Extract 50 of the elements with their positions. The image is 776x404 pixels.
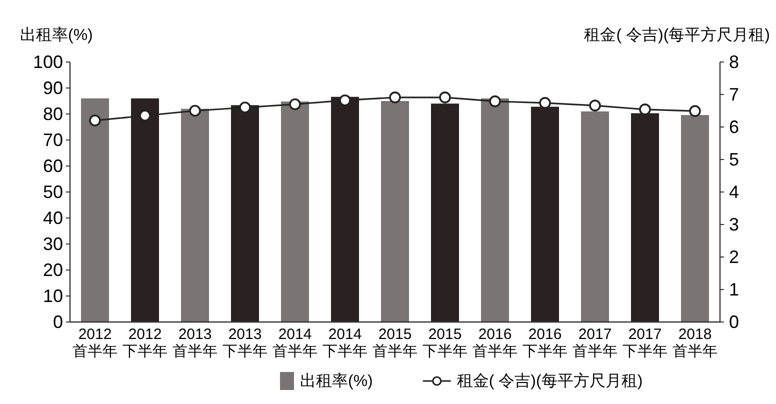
y2-tick-label: 0 <box>729 312 740 332</box>
point <box>489 95 501 108</box>
x-tick-label: 2018 首半年 <box>672 326 718 360</box>
point <box>439 92 451 104</box>
x-tick-label: 2013 下半年 <box>222 326 268 360</box>
y2-tick-label: 4 <box>729 182 740 202</box>
x-tick-label: 2017 下半年 <box>622 326 668 360</box>
x-tick-label: 2012 首半年 <box>72 326 118 360</box>
x-tick-label: 2013 首半年 <box>172 326 218 360</box>
legend-label: 租金( 令吉)(每平方尺月租) <box>456 372 643 390</box>
y2-tick-label: 7 <box>729 84 740 104</box>
y-tick-label: 0 <box>52 312 63 332</box>
point <box>539 97 551 109</box>
point <box>89 114 101 126</box>
point <box>639 104 651 116</box>
y-tick-label: 10 <box>42 286 63 306</box>
x-tick-label: 2012 下半年 <box>122 326 168 360</box>
x-tick-label: 2015 首半年 <box>372 326 418 360</box>
point <box>339 94 351 106</box>
x-tick-label: 2017 首半年 <box>572 326 618 360</box>
point <box>689 105 701 117</box>
x-tick-label: 2014 首半年 <box>272 326 318 360</box>
x-tick-label: 2015 下半年 <box>422 326 468 360</box>
y2-tick-label: 5 <box>729 150 740 170</box>
y2-tick-label: 2 <box>729 247 740 267</box>
y2-tick-label: 8 <box>729 52 740 72</box>
y-tick-label: 20 <box>42 260 63 280</box>
y-axis-title: 出租率(%) <box>20 26 93 44</box>
y-tick-label: 70 <box>42 130 63 150</box>
y-tick-label: 30 <box>42 234 63 254</box>
x-tick-label: 2014 下半年 <box>322 326 368 360</box>
y-tick-label: 100 <box>32 52 63 72</box>
point <box>589 100 601 112</box>
y2-tick-label: 3 <box>729 214 740 234</box>
y-tick-label: 90 <box>42 78 63 98</box>
y2-tick-label: 6 <box>729 117 740 137</box>
point <box>189 104 201 117</box>
point <box>239 102 251 114</box>
y2-axis-title: 租金( 令吉)(每平方尺月租) <box>584 26 770 44</box>
y-tick-label: 40 <box>42 208 63 228</box>
x-tick-label: 2016 下半年 <box>522 326 568 360</box>
y-tick-label: 80 <box>42 104 63 124</box>
point <box>289 98 301 110</box>
y-tick-label: 50 <box>42 182 63 202</box>
legend-label: 出租率(%) <box>300 372 373 390</box>
point <box>139 110 151 122</box>
y2-tick-label: 1 <box>729 280 740 300</box>
point <box>389 92 401 104</box>
x-tick-label: 2016 首半年 <box>472 326 518 360</box>
y-tick-label: 60 <box>42 156 63 176</box>
